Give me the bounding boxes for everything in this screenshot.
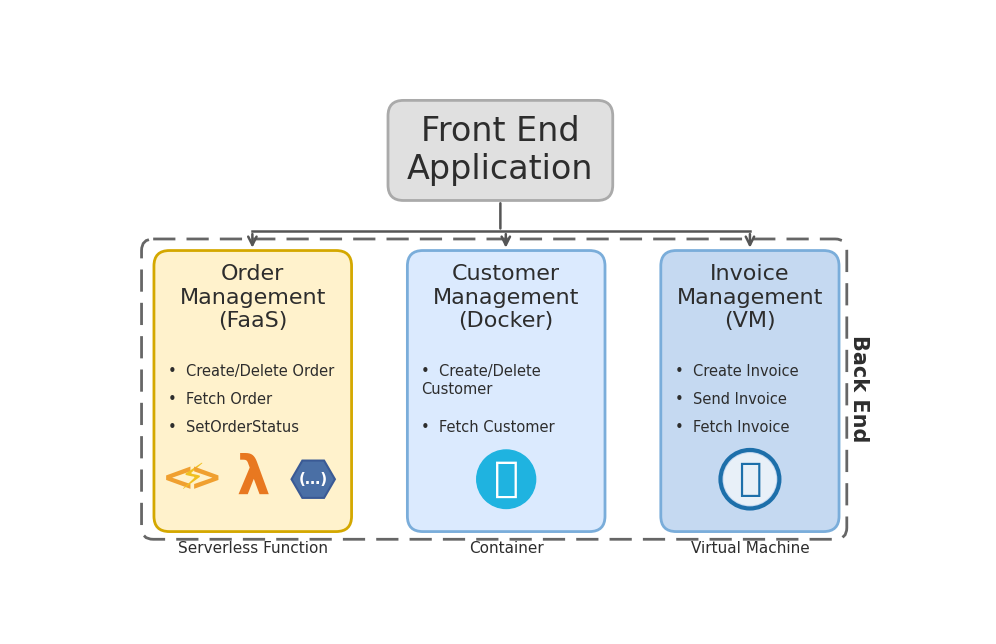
FancyBboxPatch shape [388, 100, 613, 200]
Text: •  Fetch Invoice: • Fetch Invoice [674, 420, 789, 435]
Text: <: < [162, 460, 194, 498]
Text: Front End
Application: Front End Application [407, 115, 594, 186]
FancyBboxPatch shape [660, 251, 839, 531]
Text: Order
Management
(FaaS): Order Management (FaaS) [179, 265, 326, 331]
Text: λ: λ [236, 453, 270, 506]
Text: 🐳: 🐳 [494, 459, 519, 500]
FancyBboxPatch shape [407, 251, 605, 531]
Text: ⚡: ⚡ [179, 462, 205, 497]
Text: •  Create Invoice: • Create Invoice [674, 365, 799, 379]
Text: Back End: Back End [850, 336, 870, 443]
Text: >: > [190, 460, 222, 498]
Text: Customer
Management
(Docker): Customer Management (Docker) [433, 265, 580, 331]
Circle shape [723, 453, 776, 506]
Text: •  Fetch Order: • Fetch Order [168, 392, 272, 407]
Text: Invoice
Management
(VM): Invoice Management (VM) [676, 265, 823, 331]
Text: •  Create/Delete Order: • Create/Delete Order [168, 365, 334, 379]
Text: •  Send Invoice: • Send Invoice [674, 392, 787, 407]
FancyBboxPatch shape [154, 251, 352, 531]
Text: •  Create/Delete
Customer: • Create/Delete Customer [421, 365, 541, 397]
Circle shape [477, 450, 536, 509]
Text: •  SetOrderStatus: • SetOrderStatus [168, 420, 299, 435]
Text: •  Fetch Customer: • Fetch Customer [421, 420, 555, 435]
Text: Virtual Machine: Virtual Machine [690, 541, 810, 556]
Text: 📦: 📦 [738, 460, 762, 498]
Text: Container: Container [469, 541, 544, 556]
Text: Serverless Function: Serverless Function [177, 541, 328, 556]
Text: (…): (…) [299, 471, 328, 487]
